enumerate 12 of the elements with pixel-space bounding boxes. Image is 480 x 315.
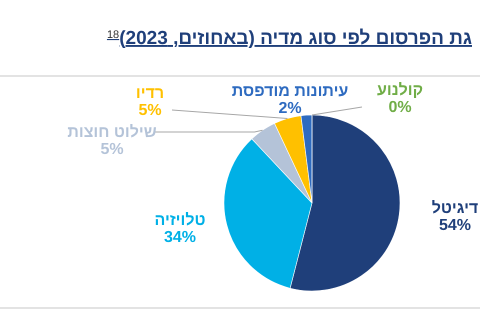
text: 0% [388, 99, 412, 116]
data-label: 54% [438, 217, 472, 234]
slice-label: שילוט חוצות [67, 123, 157, 141]
data-label: 5% [100, 141, 124, 158]
category-label: קולנוע [376, 82, 424, 99]
data-label: 5% [138, 102, 162, 119]
data-label: 34% [164, 229, 196, 246]
slice-label: רדיו [136, 85, 164, 102]
slice-label: טלויזיה [154, 211, 206, 229]
slice-label: דיגיטל [432, 199, 478, 217]
slice-label: עיתונות מודפסת [232, 83, 348, 100]
data-label: 2% [278, 100, 302, 117]
